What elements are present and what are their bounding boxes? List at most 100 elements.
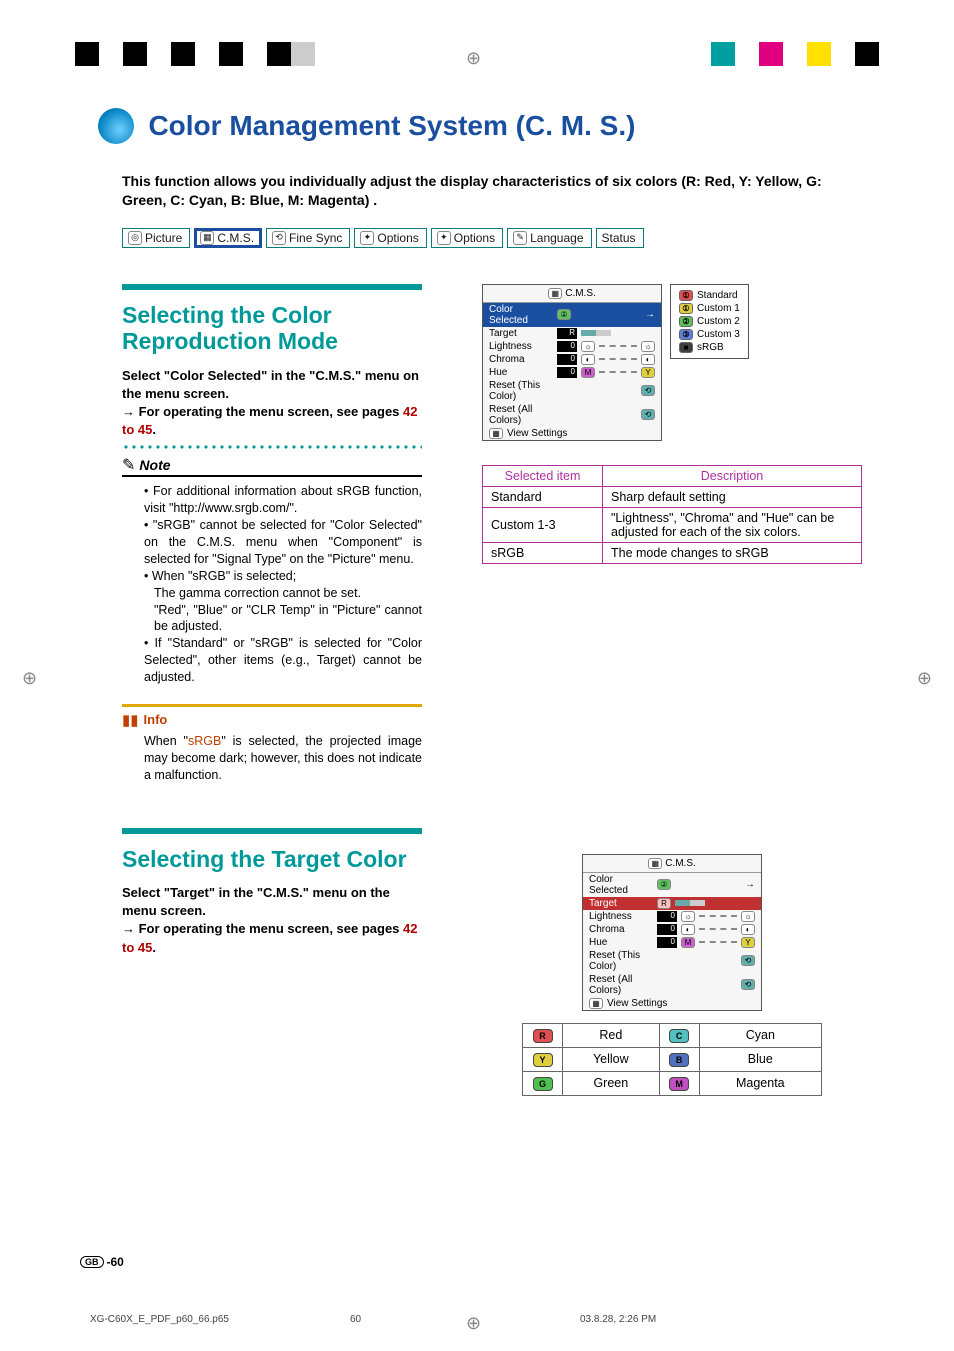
table-cell: Yellow xyxy=(563,1047,660,1071)
osd-value: 0 xyxy=(557,341,577,352)
registration-mark-right: ⊕ xyxy=(917,668,932,689)
dotted-divider xyxy=(122,445,422,449)
side-chip-icon: ① xyxy=(679,303,693,314)
title-block: Color Management System (C. M. S.) xyxy=(98,108,874,144)
osd1-title: ▦ C.M.S. xyxy=(483,285,661,303)
osd-slider-line xyxy=(599,358,637,360)
table-cell: Magenta xyxy=(699,1071,821,1095)
osd-value: R xyxy=(557,328,577,339)
tab-label: Options xyxy=(377,231,418,245)
registration-mark-bottom: ⊕ xyxy=(466,1313,481,1334)
osd-end-chip-icon: ◐ xyxy=(641,354,655,365)
osd-slider-line xyxy=(699,915,737,917)
osd-end-chip-icon: Y xyxy=(641,367,655,378)
table-cell: Sharp default setting xyxy=(603,486,862,507)
table-row: Custom 1-3"Lightness", "Chroma" and "Hue… xyxy=(483,507,862,542)
desc-th-1: Selected item xyxy=(483,465,603,486)
note-line: • For additional information about sRGB … xyxy=(144,483,422,517)
osd-row-label: View Settings xyxy=(507,428,571,439)
osd-row: ▦ View Settings xyxy=(583,997,761,1010)
registration-mark-top: ⊕ xyxy=(466,48,481,69)
info-box: ▮▮ Info When "sRGB" is selected, the pro… xyxy=(122,704,422,784)
osd-bar xyxy=(675,900,705,906)
osd-end-chip-icon: ⟲ xyxy=(741,955,755,966)
osd-row-label: Target xyxy=(589,898,653,909)
osd-title-icon: ▦ xyxy=(548,288,562,299)
table-cell: Blue xyxy=(699,1047,821,1071)
osd-row: Chroma0◐◐ xyxy=(583,923,761,936)
osd-row-label: View Settings xyxy=(607,998,671,1009)
osd-slider-line xyxy=(699,928,737,930)
osd-chip-icon: ◐ xyxy=(681,924,695,935)
osd-chip-icon: M xyxy=(681,937,695,948)
registration-mark-left: ⊕ xyxy=(22,668,37,689)
osd-row-label: Reset (This Color) xyxy=(489,380,553,402)
osd1-side-panel: ①Standard①Custom 1②Custom 2③Custom 3■sRG… xyxy=(670,284,749,359)
side-chip-icon: ② xyxy=(679,316,693,327)
page-number: GB -60 xyxy=(80,1255,124,1269)
note-line: • "sRGB" cannot be selected for "Color S… xyxy=(144,517,422,568)
osd-row-icon: ▦ xyxy=(589,998,603,1009)
osd-row: Reset (All Colors)⟲ xyxy=(483,403,661,427)
osd-row-label: Reset (All Colors) xyxy=(589,974,653,996)
side-chip-label: sRGB xyxy=(697,342,724,353)
osd-end-chip-icon: ⟲ xyxy=(741,979,755,990)
section2-instruction: Select "Target" in the "C.M.S." menu on … xyxy=(122,884,422,957)
osd-chip-icon: ② xyxy=(657,879,671,890)
osd-value: 0 xyxy=(657,924,677,935)
osd-end-chip-icon: ☼ xyxy=(641,341,655,352)
side-chip-label: Custom 1 xyxy=(697,303,740,314)
osd-end-chip-icon: ⟲ xyxy=(641,385,655,396)
menu-tab[interactable]: ⟲Fine Sync xyxy=(266,228,350,248)
crop-marks-left xyxy=(75,42,315,66)
osd-side-item: ② Custom 2 xyxy=(679,315,740,328)
side-chip-label: Custom 2 xyxy=(697,316,740,327)
osd2-title-text: C.M.S. xyxy=(665,858,696,869)
page-num-text: -60 xyxy=(107,1255,124,1269)
title-bullet-icon xyxy=(98,108,134,144)
side-chip-icon: ■ xyxy=(679,342,693,353)
tab-icon: ✎ xyxy=(513,231,527,245)
osd-slider-line xyxy=(599,371,637,373)
menu-tab[interactable]: ▦C.M.S. xyxy=(194,228,262,248)
page-content: Color Management System (C. M. S.) This … xyxy=(80,108,874,1096)
table-row: StandardSharp default setting xyxy=(483,486,862,507)
osd-end-chip-icon: ◐ xyxy=(741,924,755,935)
osd-end-chip-icon: ⟲ xyxy=(641,409,655,420)
section2-heading: Selecting the Target Color xyxy=(122,846,422,872)
tab-icon: ✦ xyxy=(437,231,451,245)
arrow-right-icon: → xyxy=(745,879,755,890)
osd-row-label: Lightness xyxy=(489,341,553,352)
tab-icon: ✦ xyxy=(360,231,374,245)
osd-row: Lightness0☼☼ xyxy=(583,910,761,923)
osd1-rows: Color Selected②→TargetRLightness0☼☼Chrom… xyxy=(483,303,661,440)
osd-row-label: Hue xyxy=(589,937,653,948)
menu-tab[interactable]: ✦Options xyxy=(354,228,426,248)
note-body: • For additional information about sRGB … xyxy=(122,483,422,686)
info-body: When "sRGB" is selected, the projected i… xyxy=(122,733,422,784)
table-row: sRGBThe mode changes to sRGB xyxy=(483,542,862,563)
tab-icon: ⟲ xyxy=(272,231,286,245)
osd1-wrap: ▦ C.M.S. Color Selected②→TargetRLightnes… xyxy=(482,284,862,441)
side-chip-label: Standard xyxy=(697,290,738,301)
osd-bar xyxy=(581,330,611,336)
color-chip-icon: R xyxy=(533,1029,553,1043)
osd-chip-icon: M xyxy=(581,367,595,378)
note-icon: ✎ xyxy=(122,455,135,475)
menu-tab[interactable]: ✦Options xyxy=(431,228,503,248)
description-table: Selected item Description StandardSharp … xyxy=(482,465,862,564)
osd-chip-icon: ◐ xyxy=(581,354,595,365)
osd-row: Reset (This Color)⟲ xyxy=(583,949,761,973)
tab-label: Picture xyxy=(145,231,182,245)
table-cell: Red xyxy=(563,1023,660,1047)
osd-row-label: Target xyxy=(489,328,553,339)
menu-tab[interactable]: Status xyxy=(596,228,644,248)
osd2-panel: ▦ C.M.S. Color Selected②→TargetRLightnes… xyxy=(582,854,762,1011)
osd-side-item: ① Custom 1 xyxy=(679,302,740,315)
side-chip-icon: ③ xyxy=(679,329,693,340)
osd-value: 0 xyxy=(657,937,677,948)
osd-row: Hue0MY xyxy=(583,936,761,949)
menu-tab[interactable]: ◎Picture xyxy=(122,228,190,248)
note-line: • If "Standard" or "sRGB" is selected fo… xyxy=(144,635,422,686)
menu-tab[interactable]: ✎Language xyxy=(507,228,591,248)
